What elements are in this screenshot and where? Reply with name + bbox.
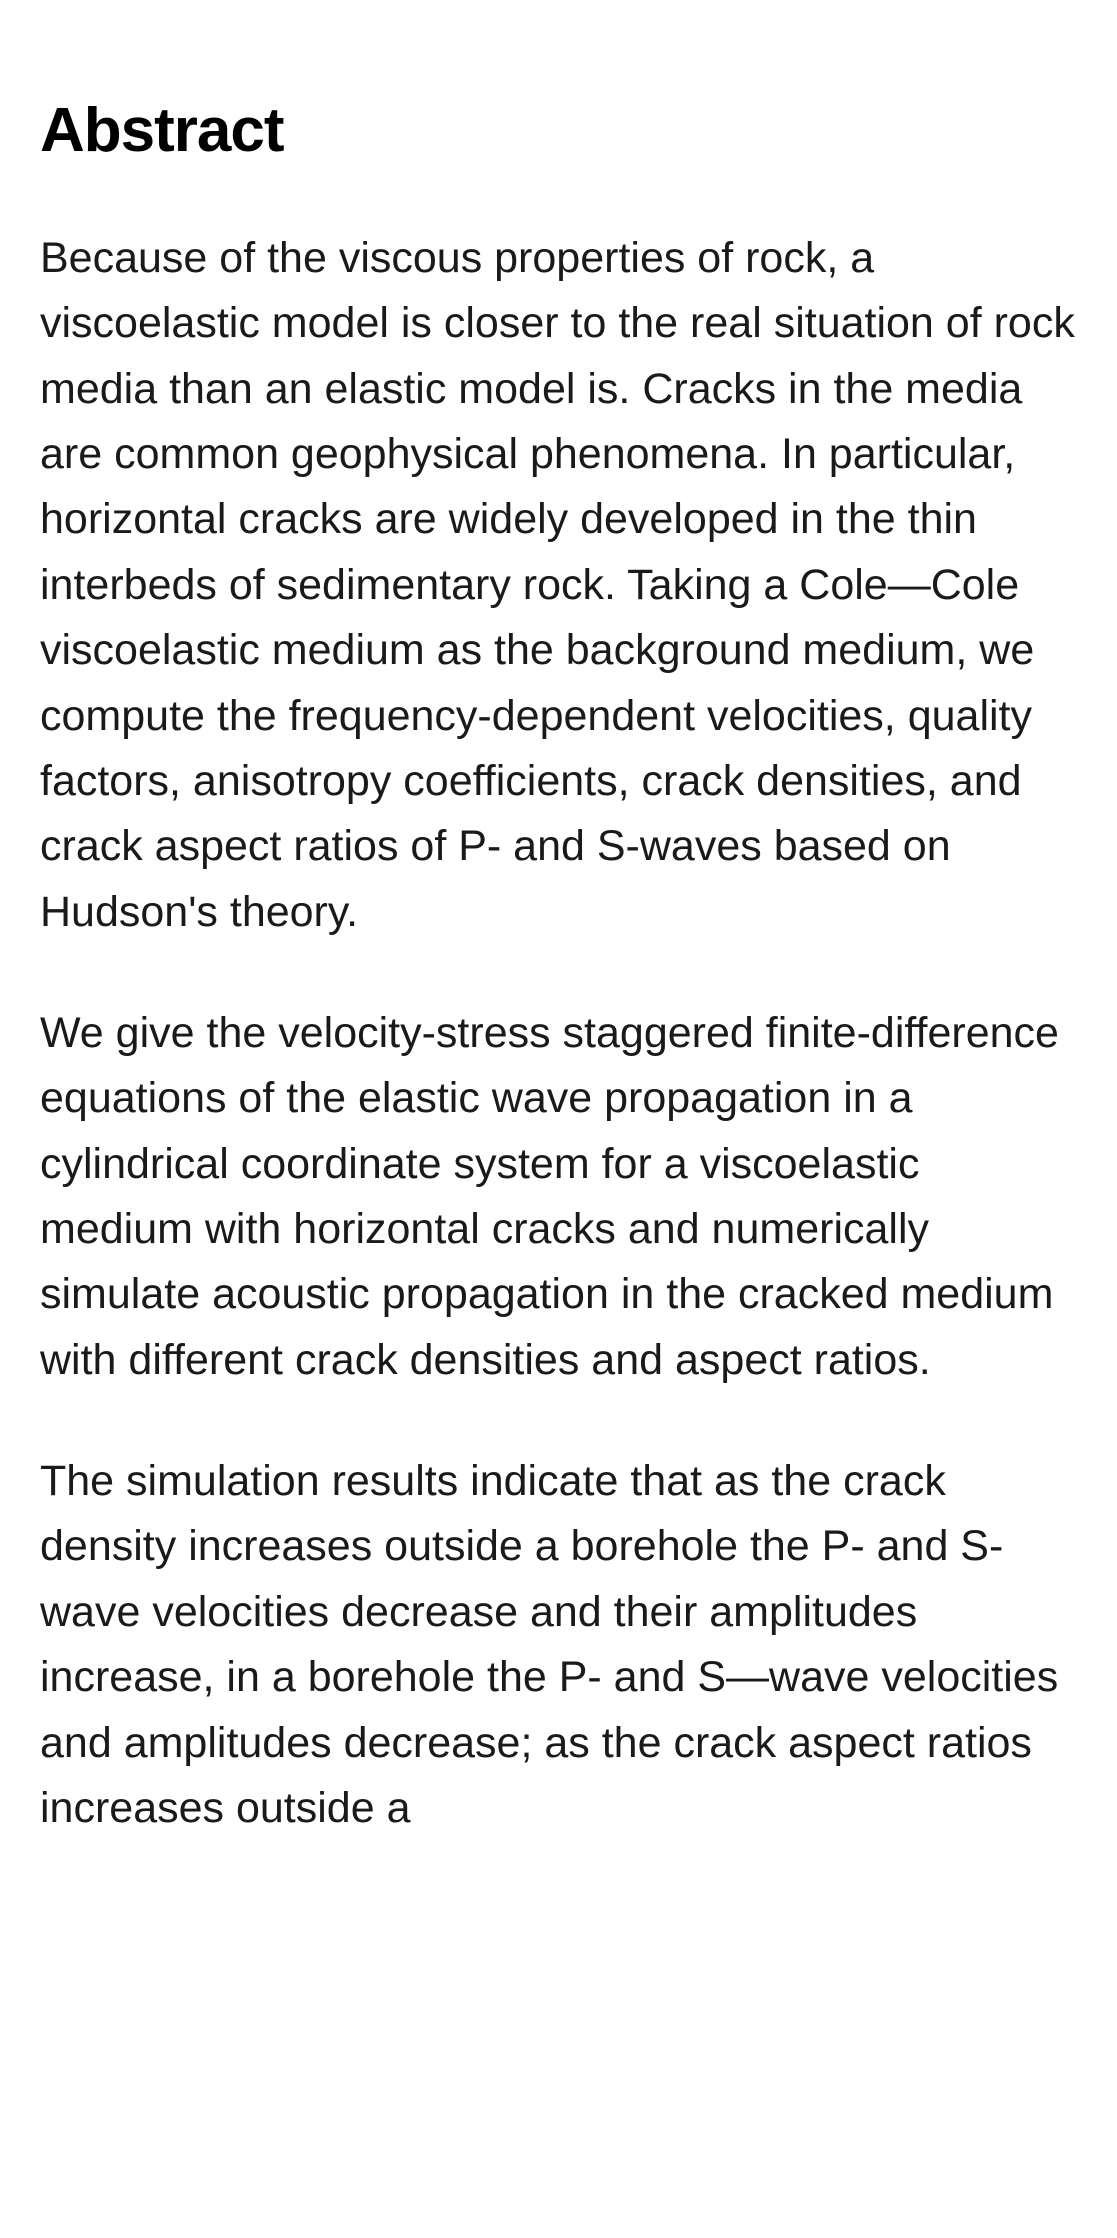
- abstract-heading: Abstract: [40, 95, 1077, 166]
- abstract-paragraph: We give the velocity-stress staggered fi…: [40, 1001, 1077, 1393]
- abstract-paragraph: Because of the viscous properties of roc…: [40, 226, 1077, 945]
- page-container: Abstract Because of the viscous properti…: [0, 0, 1117, 1841]
- abstract-paragraph: The simulation results indicate that as …: [40, 1449, 1077, 1841]
